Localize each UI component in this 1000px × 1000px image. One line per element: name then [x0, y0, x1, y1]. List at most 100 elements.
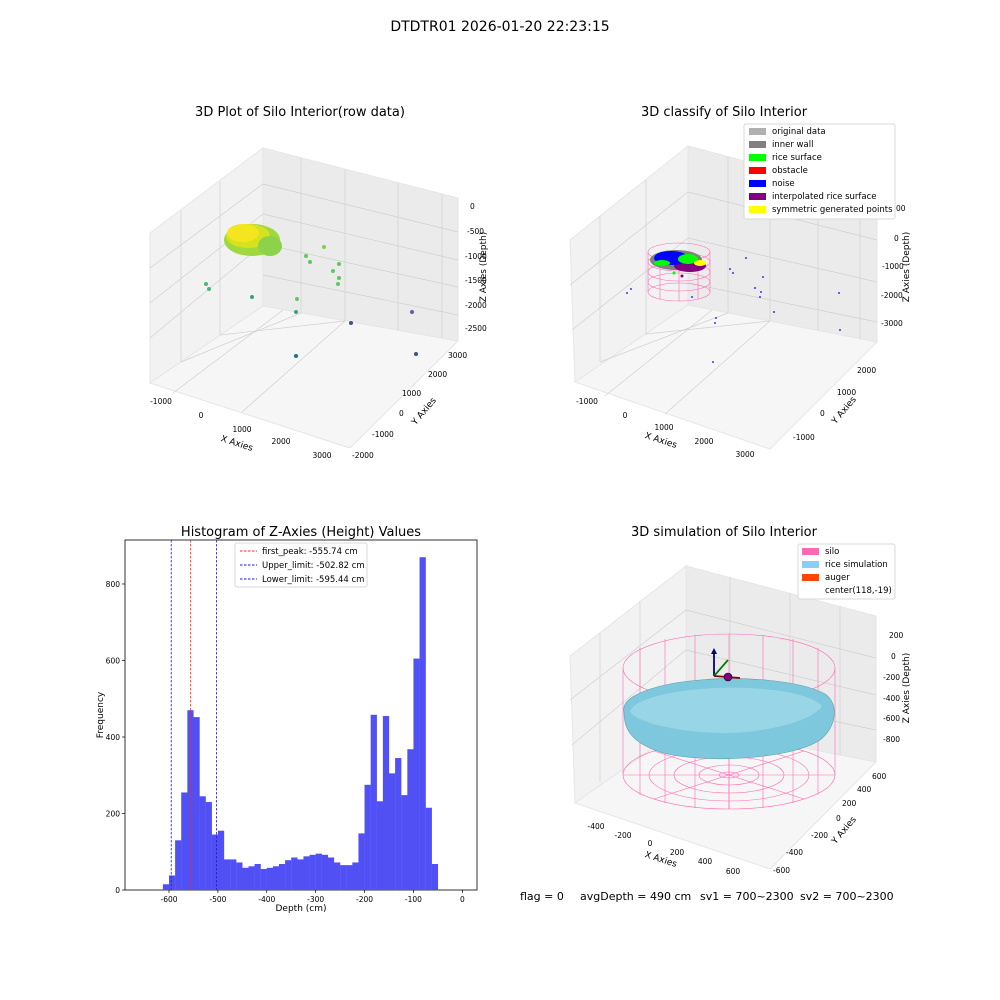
raw-x-ticks: -1000 0 1000 2000 3000: [150, 397, 332, 460]
sim-z-label: Z Axies (Depth): [902, 653, 912, 724]
classify-legend-label-original: original data: [772, 127, 826, 137]
classify-y-tick-0: -1000: [793, 433, 815, 442]
raw-y-tick-1: -1000: [372, 430, 394, 439]
sim-legend: silo rice simulation auger center(118,-1…: [797, 543, 896, 600]
hist-bar: [236, 862, 243, 890]
classify-legend-swatch-interpolated: [749, 193, 766, 200]
sim-legend-swatch-silo: [802, 548, 819, 555]
hist-bar: [181, 792, 188, 890]
classify-legend-swatch-original: [749, 128, 766, 135]
raw-z-tick-5: -2500: [465, 324, 487, 333]
raw-x-tick-4: 3000: [312, 451, 331, 460]
classify-points: [650, 250, 706, 278]
panel-raw-data: 3D Plot of Silo Interior(row data): [148, 105, 489, 460]
panel-simulation: 3D simulation of Silo Interior: [569, 525, 912, 876]
hist-bar: [175, 840, 182, 890]
hist-x-tick-label: -100: [405, 895, 422, 904]
sim-x-tick-5: 600: [726, 867, 741, 876]
raw-z-tick-2: -1000: [465, 252, 487, 261]
hist-bar: [224, 859, 231, 890]
sim-z-ticks: 200 0 -200 -400 -600 -800: [883, 631, 904, 744]
sim-x-tick-3: 200: [670, 848, 685, 857]
sim-x-ticks: -400 -200 0 200 400 600: [587, 822, 740, 876]
sim-auger: [711, 648, 741, 682]
raw-x-tick-3: 2000: [271, 437, 290, 446]
info-avg-depth: avgDepth = 490 cm: [580, 890, 691, 903]
classify-legend-label-rice-surface: rice surface: [772, 153, 822, 163]
hist-legend: first_peak: -555.74 cm Upper_limit: -502…: [234, 542, 368, 588]
hist-bar: [254, 863, 261, 890]
sim-y-label: Y Axies: [830, 815, 859, 847]
hist-x-ticks: -600 -500 -400 -300 -200 -100 0: [160, 890, 465, 904]
classify-y-tick-3: 2000: [857, 366, 876, 375]
hist-x-tick-label: -200: [356, 895, 373, 904]
hist-x-tick-label: -500: [209, 895, 226, 904]
hist-bar: [217, 830, 225, 890]
classify-x-tick-2: 1000: [654, 423, 673, 432]
classify-legend-swatch-rice-surface: [749, 154, 766, 161]
hist-bar: [248, 866, 255, 890]
classify-z-tick-partial: 00: [896, 204, 906, 213]
hist-bar: [431, 863, 439, 890]
hist-bar: [291, 857, 298, 890]
raw-x-label: X Axies: [219, 434, 254, 454]
raw-z-tick-3: -1500: [465, 276, 487, 285]
classify-x-label: X Axies: [643, 431, 678, 451]
raw-pane-floor: [148, 305, 460, 449]
classify-legend-swatch-symmetric: [749, 206, 766, 213]
sim-z-tick-4: -600: [883, 714, 900, 723]
hist-bar: [309, 854, 316, 890]
classify-z-tick-0: 0: [894, 234, 899, 243]
panel-classify: 3D classify of Silo Interior: [569, 105, 912, 459]
raw-x-tick-1: 0: [199, 411, 204, 420]
classify-legend-swatch-noise: [749, 180, 766, 187]
hist-bar: [413, 658, 420, 890]
hist-bar: [395, 758, 402, 890]
raw-y-tick-5: 3000: [448, 351, 467, 360]
raw-y-tick-2: 0: [399, 409, 404, 418]
hist-bar: [419, 557, 426, 890]
hist-bar: [352, 862, 359, 890]
raw-z-label: Z Axies (Depth): [479, 232, 489, 303]
sim-legend-label-auger: auger: [825, 573, 850, 583]
sim-legend-box: [797, 543, 896, 600]
hist-bar: [407, 749, 414, 890]
sim-z-tick-5: -800: [883, 735, 900, 744]
hist-bar: [340, 865, 347, 890]
sim-legend-swatch-auger: [802, 574, 819, 581]
raw-z-ticks: 0 -500 -1000 -1500 -2000 -2500: [465, 202, 487, 333]
sim-z-tick-0: 200: [889, 631, 904, 640]
classify-legend-label-symmetric: symmetric generated points: [772, 205, 893, 215]
info-sv2: sv2 = 700~2300: [800, 890, 894, 903]
hist-bar: [346, 865, 353, 890]
raw-x-tick-2: 1000: [232, 425, 251, 434]
hist-bar: [315, 853, 322, 890]
sim-z-tick-2: -200: [883, 673, 900, 682]
hist-bar: [370, 714, 377, 890]
classify-x-tick-4: 3000: [735, 450, 754, 459]
hist-title: Histogram of Z-Axies (Height) Values: [181, 525, 421, 540]
sim-legend-swatch-rice: [802, 561, 819, 568]
hist-bar: [205, 802, 212, 890]
sim-y-tick-1: -400: [786, 848, 803, 857]
classify-x-tick-3: 2000: [694, 437, 713, 446]
hist-bar: [376, 801, 384, 890]
classify-z-tick-3: -3000: [881, 319, 903, 328]
classify-legend-box: [743, 123, 896, 220]
raw-scatter-points: [204, 245, 418, 358]
hist-x-label: Depth (cm): [275, 904, 326, 914]
sim-x-tick-0: -400: [587, 822, 604, 831]
raw-grid: [149, 158, 459, 413]
sim-y-ticks: -600 -400 -200 0 200 400 600: [773, 772, 887, 875]
sim-legend-label-silo: silo: [825, 547, 839, 557]
classify-pane-floor: [573, 304, 879, 450]
classify-y-ticks: -1000 0 1000 2000: [793, 366, 876, 442]
sim-z-tick-3: -400: [883, 694, 900, 703]
classify-y-label: Y Axies: [830, 395, 859, 427]
figure-suptitle: DTDTR01 2026-01-20 22:23:15: [390, 19, 609, 35]
sim-x-tick-4: 400: [698, 857, 713, 866]
hist-bar: [297, 859, 304, 890]
raw-plot-title: 3D Plot of Silo Interior(row data): [195, 105, 405, 120]
hist-y-tick-label: 200: [106, 809, 121, 818]
raw-y-ticks: -2000 -1000 0 1000 2000 3000: [352, 351, 467, 460]
